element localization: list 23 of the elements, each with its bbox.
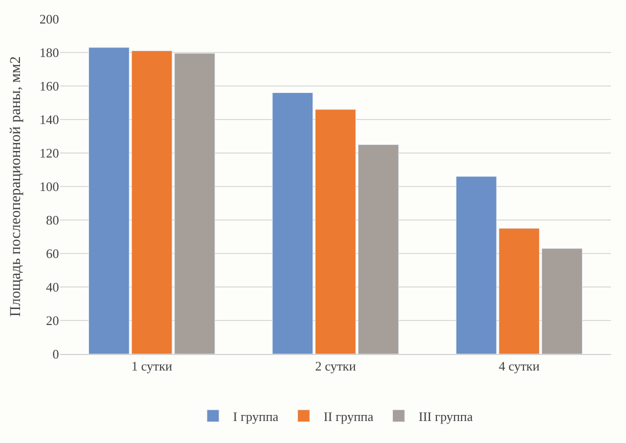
- legend-label: I группа: [233, 408, 279, 424]
- y-tick-label: 20: [46, 313, 59, 328]
- y-tick-label: 40: [46, 280, 59, 295]
- y-tick-label: 200: [40, 12, 59, 27]
- y-axis-title: Площадь послеоперационной раны, мм2: [8, 56, 24, 317]
- bar: [88, 47, 130, 354]
- legend-label: II группа: [324, 408, 374, 424]
- bar: [542, 248, 582, 354]
- x-tick-label: 2 сутки: [315, 358, 356, 374]
- y-tick-label: 0: [52, 346, 59, 362]
- y-tick-label: 160: [40, 78, 59, 94]
- legend-label: III группа: [418, 408, 473, 424]
- y-tick-label: 100: [40, 179, 59, 194]
- y-tick-label: 80: [46, 212, 59, 228]
- x-tick-label: 4 сутки: [498, 358, 540, 374]
- bar: [358, 144, 399, 354]
- y-tick-label: 60: [46, 246, 59, 262]
- y-tick-label: 120: [40, 146, 59, 161]
- bar: [272, 92, 314, 354]
- bar: [315, 109, 356, 354]
- y-tick-label: 140: [40, 112, 59, 128]
- y-tick-label: 180: [40, 45, 59, 60]
- x-tick-label: 1 сутки: [131, 358, 172, 374]
